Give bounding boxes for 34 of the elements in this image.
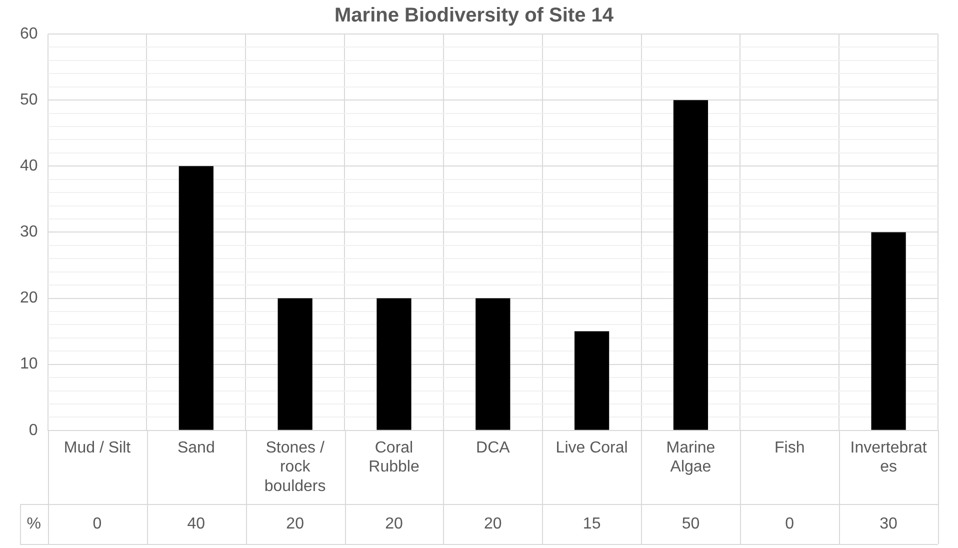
x-tick-label: Coral Rubble — [368, 439, 420, 476]
text: % — [26, 515, 42, 532]
bar — [673, 100, 708, 430]
x-tick-label: Sand — [177, 439, 215, 456]
x-tick-label: Fish — [774, 439, 805, 456]
data-label: 20 — [286, 515, 304, 532]
data-label: 15 — [582, 515, 601, 532]
x-tick-label: DCA — [476, 439, 510, 456]
y-tick-label: 60 — [20, 25, 38, 42]
bar — [178, 166, 214, 430]
y-tick-label: 50 — [20, 91, 38, 108]
x-tick-label: Marine Algae — [666, 439, 716, 476]
y-tick-label: 0 — [28, 422, 38, 439]
x-tick-label: Live Coral — [556, 439, 628, 456]
bar — [376, 298, 412, 430]
y-tick-label: 30 — [20, 224, 38, 241]
y-tick-label: 40 — [20, 158, 38, 175]
data-label: 30 — [880, 515, 898, 532]
x-tick-label: Stones / rock boulders — [264, 439, 326, 495]
data-label: 0 — [92, 515, 102, 532]
bar — [476, 298, 510, 430]
data-label: 50 — [682, 515, 700, 532]
data-label: 0 — [785, 515, 794, 532]
data-label: 20 — [484, 515, 502, 532]
x-tick-label: Mud / Silt — [64, 439, 132, 456]
data-label: 40 — [187, 515, 206, 532]
x-tick-label: Invertebrates — [850, 439, 928, 476]
y-tick-label: 10 — [20, 356, 38, 373]
bar — [278, 298, 312, 430]
data-label: 20 — [385, 515, 403, 532]
bar — [871, 232, 906, 430]
y-tick-label: 20 — [20, 290, 38, 307]
bar — [574, 331, 610, 430]
chart-title: Marine Biodiversity of Site 14 — [334, 4, 614, 27]
